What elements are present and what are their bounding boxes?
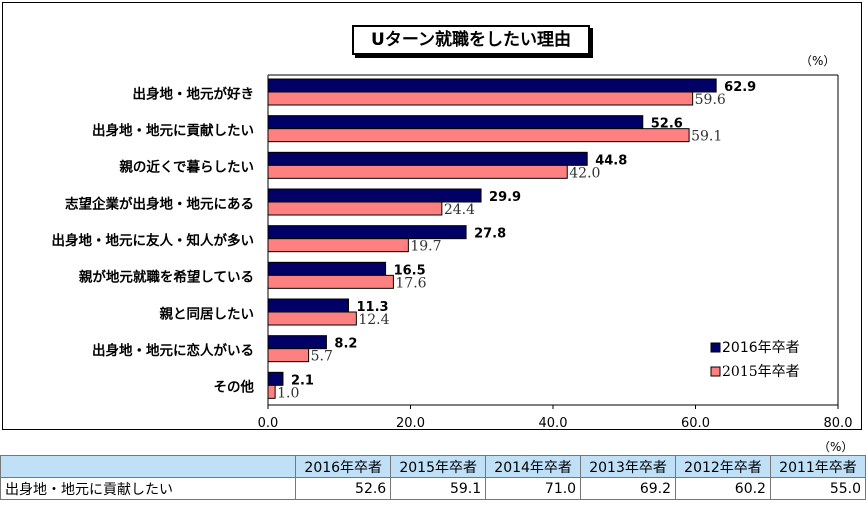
data-label: 17.6 [395, 275, 426, 291]
legend-label: 2015年卒者 [722, 364, 800, 380]
data-table: 2016年卒者 2015年卒者 2014年卒者 2013年卒者 2012年卒者 … [0, 455, 866, 500]
bar-2015年卒者 [267, 128, 690, 143]
category-label: 親の近くで暮らしたい [119, 159, 254, 176]
x-tick-label: 80.0 [824, 416, 853, 431]
header-cell: 2013年卒者 [580, 455, 677, 478]
bar-2016年卒者 [267, 78, 717, 93]
data-label: 2.1 [291, 373, 314, 388]
bar-2016年卒者 [267, 261, 387, 276]
bar-2015年卒者 [267, 348, 310, 363]
legend-swatch [710, 366, 721, 377]
data-label: 12.4 [358, 312, 389, 328]
header-cell: 2011年卒者 [769, 455, 866, 478]
data-label: 59.6 [695, 92, 726, 108]
data-label: 5.7 [311, 349, 333, 365]
bar-2016年卒者 [267, 225, 467, 240]
data-label: 1.0 [277, 385, 299, 401]
category-label: 志望企業が出身地・地元にある [65, 195, 254, 212]
chart-frame [2, 2, 862, 430]
header-cell: 2016年卒者 [295, 455, 392, 478]
table-row: 出身地・地元に貢献したい 52.6 59.1 71.0 69.2 60.2 55… [0, 477, 866, 500]
x-tick-label: 40.0 [539, 416, 568, 431]
cell: 69.2 [580, 477, 677, 500]
header-cell: 2012年卒者 [675, 455, 771, 478]
x-tick-label: 20.0 [396, 416, 425, 431]
header-cell: 2015年卒者 [390, 455, 487, 478]
bar-2015年卒者 [267, 274, 394, 289]
cell: 60.2 [675, 477, 771, 500]
bar-2016年卒者 [267, 151, 588, 166]
data-label: 59.1 [691, 129, 722, 145]
bar-2016年卒者 [267, 335, 327, 350]
category-label: 出身地・地元が好き [133, 85, 255, 102]
data-label: 24.4 [444, 202, 475, 218]
header-cell: 2014年卒者 [485, 455, 582, 478]
header-cell [0, 455, 297, 478]
category-label: その他 [214, 379, 255, 396]
cell: 55.0 [769, 477, 866, 500]
data-label: 42.0 [569, 165, 600, 181]
cell: 52.6 [295, 477, 392, 500]
category-label: 親が地元就職を希望している [79, 269, 254, 286]
chart-title: Uターン就職をしたい理由 [352, 25, 590, 55]
bar-2015年卒者 [267, 238, 409, 253]
data-label: 44.8 [595, 153, 627, 168]
data-label: 19.7 [410, 239, 441, 255]
table-header-row: 2016年卒者 2015年卒者 2014年卒者 2013年卒者 2012年卒者 … [0, 455, 866, 478]
cell: 71.0 [485, 477, 582, 500]
bar-2015年卒者 [267, 384, 276, 399]
bar-2016年卒者 [267, 298, 350, 313]
data-label: 62.9 [724, 80, 756, 95]
cell: 59.1 [390, 477, 487, 500]
data-label: 8.2 [334, 337, 357, 352]
table-unit: （%） [818, 440, 854, 454]
bar-2016年卒者 [267, 115, 644, 130]
data-label: 29.9 [489, 190, 521, 205]
bar-2015年卒者 [267, 311, 357, 326]
bar-2016年卒者 [267, 371, 284, 386]
row-label: 出身地・地元に貢献したい [0, 477, 297, 500]
bar-2015年卒者 [267, 164, 568, 179]
x-tick-label: 0.0 [258, 416, 279, 431]
data-label: 52.6 [651, 117, 683, 132]
data-label: 11.3 [357, 300, 389, 315]
bar-2015年卒者 [267, 91, 694, 106]
x-tick-label: 60.0 [681, 416, 710, 431]
category-label: 出身地・地元に貢献したい [92, 122, 254, 139]
data-label: 27.8 [474, 227, 506, 242]
bar-chart: 0.0 20.0 40.0 60.0 80.0 出身地・地元が好き 62.959.6 出身地・… [52, 74, 853, 431]
legend-label: 2016年卒者 [722, 340, 800, 356]
bar-2015年卒者 [267, 201, 443, 216]
data-label: 16.5 [394, 263, 426, 278]
category-label: 出身地・地元に友人・知人が多い [52, 232, 255, 249]
category-label: 出身地・地元に恋人がいる [92, 342, 254, 359]
chart-unit: （%） [800, 54, 836, 68]
bar-2016年卒者 [267, 188, 482, 203]
legend-swatch [710, 342, 721, 353]
category-label: 親と同居したい [160, 305, 255, 322]
